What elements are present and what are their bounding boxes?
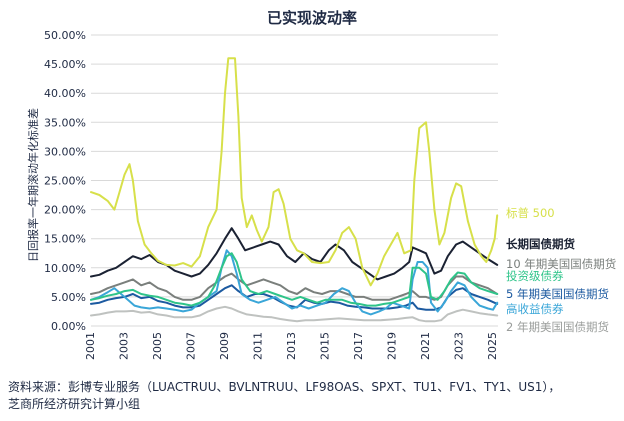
x-tick-label: 2009 bbox=[218, 332, 231, 360]
y-tick-label: 5.00% bbox=[51, 291, 86, 304]
source-line-1: 资料来源：彭博专业服务（LUACTRUU、BVLNTRUU、LF98OAS、SP… bbox=[8, 380, 561, 394]
legend-label: 标普 500 bbox=[506, 206, 555, 220]
x-tick-labels: 2001 2003 2005 2007 2009 2011 2013 2015 2017 2019… bbox=[84, 332, 499, 360]
chart-title: 已实现波动率 bbox=[267, 9, 357, 27]
y-tick-label: 20.00% bbox=[44, 204, 86, 217]
source-line-2: 芝商所经济研究计算小组 bbox=[8, 397, 141, 411]
legend-label: 2 年期美国国债期货 bbox=[506, 320, 609, 334]
series-line bbox=[90, 252, 499, 307]
y-tick-label: 10.00% bbox=[44, 262, 86, 275]
series-line bbox=[90, 57, 499, 287]
x-tick-label: 2021 bbox=[419, 332, 432, 360]
y-tick-label: 40.00% bbox=[44, 87, 86, 100]
y-tick-label: 15.00% bbox=[44, 233, 86, 246]
series-line bbox=[90, 284, 499, 311]
gridlines bbox=[91, 34, 498, 327]
series-line bbox=[90, 305, 499, 323]
y-tick-label: 30.00% bbox=[44, 145, 86, 158]
y-axis-label: 日回报率一年期滚动年化标准差 bbox=[26, 108, 40, 262]
y-tick-label: 25.00% bbox=[44, 175, 86, 188]
x-tick-label: 2015 bbox=[318, 332, 331, 360]
x-tick-label: 2025 bbox=[486, 332, 499, 360]
x-tick-label: 2001 bbox=[84, 332, 97, 360]
x-tick-label: 2007 bbox=[184, 332, 197, 360]
y-tick-labels: 0.00% 5.00% 10.00% 15.00% 20.00% 25.00% 30.00%… bbox=[44, 29, 86, 333]
x-tick-label: 2003 bbox=[117, 332, 130, 360]
source-note: 资料来源：彭博专业服务（LUACTRUU、BVLNTRUU、LF98OAS、SP… bbox=[8, 379, 618, 413]
series-line bbox=[90, 249, 499, 316]
series-lines bbox=[90, 57, 499, 323]
x-tick-label: 2005 bbox=[151, 332, 164, 360]
x-tick-label: 2013 bbox=[285, 332, 298, 360]
y-tick-label: 50.00% bbox=[44, 29, 86, 42]
x-tick-label: 2023 bbox=[452, 332, 465, 360]
legend-label: 投资级债券 bbox=[506, 269, 564, 283]
legend-label: 5 年期美国国债期货 bbox=[506, 287, 609, 301]
legend-label: 长期国债期货 bbox=[506, 237, 575, 251]
volatility-chart: 已实现波动率 日回报率一年期滚动年化标准差 0.00% 5.00% 10.00% 15… bbox=[26, 9, 616, 360]
legend-label: 高收益债券 bbox=[506, 302, 564, 316]
y-tick-label: 45.00% bbox=[44, 58, 86, 71]
y-tick-label: 0.00% bbox=[51, 320, 86, 333]
legend-label: 10 年期美国国债期货 bbox=[506, 257, 616, 271]
y-tick-label: 35.00% bbox=[44, 116, 86, 129]
x-tick-label: 2011 bbox=[251, 332, 264, 360]
x-tick-label: 2017 bbox=[352, 332, 365, 360]
x-tick-label: 2019 bbox=[385, 332, 398, 360]
